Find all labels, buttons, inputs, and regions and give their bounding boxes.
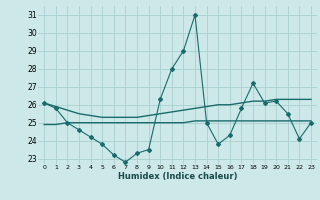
- X-axis label: Humidex (Indice chaleur): Humidex (Indice chaleur): [118, 172, 237, 181]
